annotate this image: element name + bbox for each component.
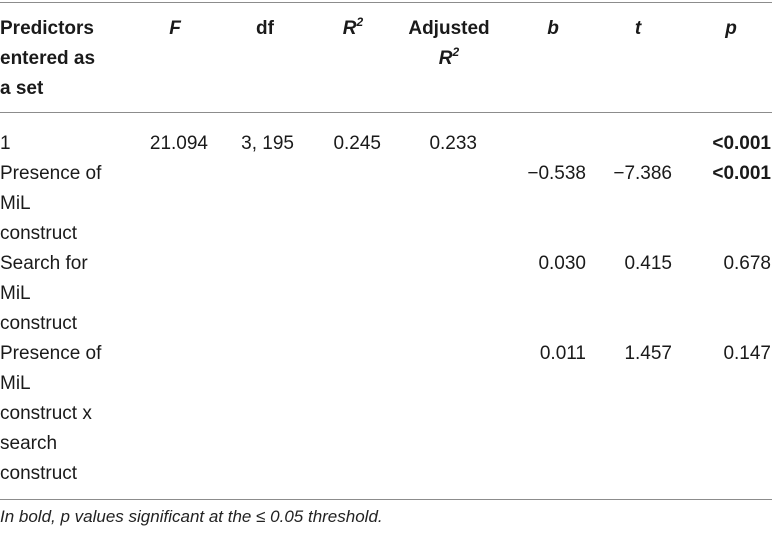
row-predictor: Presence of MiL construct — [0, 159, 101, 249]
row-r2-value: 0.245 — [333, 133, 381, 154]
header-predictors-line: a set — [0, 78, 44, 99]
header-t: t — [634, 18, 642, 39]
row-predictor: 1 — [0, 129, 11, 159]
header-r2: R2 — [328, 14, 378, 44]
row-predictor-line: MiL — [0, 373, 31, 394]
top-rule — [0, 2, 772, 3]
header-predictors: Predictors entered as a set — [0, 14, 95, 104]
header-predictors-line: Predictors — [0, 18, 94, 39]
row-t-value: 0.415 — [624, 253, 672, 274]
row-predictor-line: search — [0, 433, 58, 454]
row-p-value: 0.147 — [723, 343, 771, 364]
row-predictor-line: construct x — [0, 403, 92, 424]
table-footnote: In bold, p values significant at the ≤ 0… — [0, 507, 383, 526]
row-predictor-line: construct — [0, 223, 78, 244]
header-adjusted-r2: Adjusted R2 — [394, 14, 504, 74]
header-predictors-line: entered as — [0, 48, 96, 69]
header-r2-base: R — [342, 18, 357, 39]
row-t-value: −7.386 — [613, 163, 672, 184]
row-f-value: 21.094 — [149, 133, 208, 154]
header-adjusted-r2-symbol: R2 — [394, 44, 504, 74]
row-predictor-line: MiL — [0, 283, 31, 304]
row-predictor-line: Presence of — [0, 163, 102, 184]
row-predictor-line: Search for — [0, 253, 88, 274]
row-predictor-line: Presence of — [0, 343, 102, 364]
header-df: df — [256, 18, 274, 39]
header-adjusted-label: Adjusted — [408, 18, 490, 39]
header-b: b — [547, 18, 559, 39]
row-t-value: 1.457 — [624, 343, 672, 364]
row-p-value: <0.001 — [712, 133, 771, 154]
row-predictor-line: construct — [0, 313, 78, 334]
row-b-value: 0.011 — [539, 343, 586, 364]
row-predictor-line: construct — [0, 463, 78, 484]
header-p: p — [725, 18, 737, 39]
row-adj-r2-value: 0.233 — [429, 133, 477, 154]
header-rule — [0, 112, 772, 113]
row-p-value: 0.678 — [723, 253, 771, 274]
row-predictor: Search for MiL construct — [0, 249, 88, 339]
row-b-value: −0.538 — [527, 163, 586, 184]
header-adjusted-r2-sup: 2 — [452, 44, 460, 59]
header-r2-sup: 2 — [356, 14, 364, 29]
row-b-value: 0.030 — [538, 253, 586, 274]
header-adjusted-r2-base: R — [438, 48, 453, 69]
row-p-value: <0.001 — [712, 163, 771, 184]
header-f: F — [169, 18, 181, 39]
bottom-rule — [0, 499, 772, 500]
row-predictor-line: 1 — [0, 133, 11, 154]
row-predictor: Presence of MiL construct x search const… — [0, 339, 101, 489]
row-df-value: 3, 195 — [241, 133, 294, 154]
row-predictor-line: MiL — [0, 193, 31, 214]
